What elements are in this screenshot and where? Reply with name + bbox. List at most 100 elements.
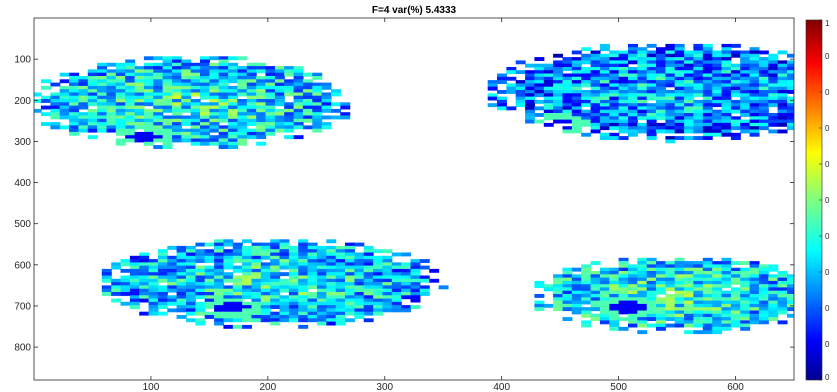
heat-cell	[674, 136, 685, 140]
heat-cell	[115, 125, 126, 130]
heat-cell	[429, 268, 440, 273]
heat-cell	[702, 320, 713, 325]
heat-cell	[553, 103, 564, 108]
heat-cell	[758, 106, 769, 111]
heat-cell	[298, 268, 309, 273]
heat-cell	[637, 76, 648, 81]
heat-cell	[321, 99, 332, 103]
heat-cell	[111, 265, 122, 270]
heat-cell	[599, 73, 610, 78]
heat-cell	[665, 280, 676, 285]
heat-cell	[656, 307, 666, 312]
heat-cell	[293, 79, 304, 84]
heat-cell	[181, 128, 192, 133]
heat-cell	[768, 80, 779, 84]
heat-cell	[335, 282, 346, 286]
heat-cell	[106, 128, 117, 133]
heat-cell	[120, 292, 131, 296]
heat-cell	[153, 102, 164, 107]
heat-cell	[214, 311, 225, 316]
heat-cell	[674, 257, 685, 262]
heat-cell	[115, 69, 126, 74]
heat-cell	[172, 62, 182, 67]
heat-cell	[599, 280, 610, 285]
heat-cell	[391, 275, 402, 280]
heat-cell	[345, 262, 355, 267]
heat-cell	[796, 57, 806, 61]
heat-cell	[730, 122, 741, 127]
heat-cell	[288, 278, 299, 283]
heat-cell	[115, 62, 126, 67]
heat-cell	[204, 285, 215, 290]
heat-cell	[824, 97, 834, 101]
heat-cell	[730, 73, 741, 78]
heat-cell	[115, 138, 126, 143]
heat-cell	[599, 70, 610, 75]
heat-cell	[618, 326, 629, 331]
heat-cell	[106, 82, 117, 87]
heat-cell	[749, 320, 760, 325]
heat-cell	[712, 297, 723, 302]
heat-cell	[228, 115, 239, 120]
heat-cell	[345, 308, 355, 313]
heat-cell	[787, 284, 794, 289]
heat-cell	[237, 76, 248, 80]
heat-cell	[721, 271, 732, 275]
heat-cell	[176, 308, 187, 313]
heat-cell	[787, 60, 794, 65]
heat-cell	[218, 102, 229, 107]
heat-cell	[302, 118, 313, 123]
heat-cell	[497, 103, 507, 108]
heat-cell	[599, 122, 610, 127]
heat-cell	[321, 95, 332, 100]
heat-cell	[497, 90, 507, 94]
y-tick-label: 700	[14, 301, 31, 312]
heat-cell	[562, 90, 573, 94]
heat-cell	[242, 311, 253, 316]
heat-cell	[721, 257, 732, 262]
heat-cell	[758, 50, 769, 55]
heat-cell	[796, 90, 806, 94]
heat-cell	[730, 310, 741, 315]
heat-cell	[321, 122, 332, 126]
heat-cell	[288, 308, 299, 313]
heat-cell	[298, 239, 309, 244]
heat-cell	[228, 56, 239, 61]
heat-cell	[204, 249, 215, 254]
heat-cell	[581, 300, 592, 305]
heat-cell	[317, 305, 327, 309]
heat-cell	[279, 255, 290, 260]
heat-cell	[256, 141, 267, 146]
heat-cell	[312, 72, 323, 77]
heat-cell	[120, 288, 131, 293]
heat-cell	[391, 292, 402, 296]
heat-cell	[674, 287, 685, 292]
heat-cell	[363, 285, 374, 290]
heat-cell	[139, 255, 150, 260]
heat-cell	[335, 252, 346, 257]
heat-cell	[186, 259, 196, 263]
heat-cell	[665, 313, 676, 318]
heat-cell	[172, 112, 182, 117]
heat-cell	[228, 62, 239, 67]
heat-cell	[758, 86, 769, 91]
heat-cell	[609, 317, 620, 321]
heat-cell	[618, 67, 629, 71]
heat-cell	[590, 290, 601, 295]
heat-cell	[237, 141, 248, 146]
heat-cell	[721, 90, 732, 94]
heat-cell	[204, 265, 215, 270]
heat-cell	[218, 108, 229, 113]
heat-cell	[787, 96, 794, 101]
heat-cell	[209, 102, 220, 107]
heat-cell	[186, 272, 196, 277]
heat-cell	[553, 99, 564, 104]
heat-cell	[702, 96, 713, 101]
heat-cell	[204, 242, 215, 247]
heat-cell	[497, 106, 507, 111]
heat-cell	[693, 294, 704, 298]
heat-cell	[148, 285, 159, 290]
heat-cell	[129, 255, 140, 260]
heat-cell	[134, 102, 145, 107]
heat-cell	[796, 67, 806, 71]
